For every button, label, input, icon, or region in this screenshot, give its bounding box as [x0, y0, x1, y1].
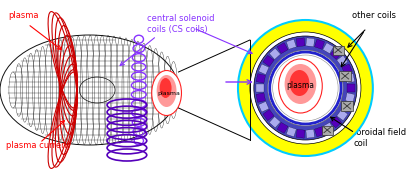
Bar [347, 84, 355, 92]
Bar [322, 125, 333, 134]
Text: toroidal field
coil: toroidal field coil [353, 128, 406, 148]
Text: plasma: plasma [286, 81, 315, 90]
Text: plasma: plasma [8, 11, 39, 20]
Circle shape [254, 36, 357, 140]
Bar [315, 39, 325, 49]
Bar [263, 55, 274, 67]
Bar [263, 110, 274, 121]
Bar [345, 93, 355, 102]
Bar [306, 38, 315, 47]
Bar [333, 45, 344, 54]
Bar [342, 64, 352, 75]
Text: plasma: plasma [157, 92, 180, 97]
Bar [341, 101, 353, 111]
Bar [258, 64, 269, 75]
Text: plasma current: plasma current [6, 141, 70, 150]
Bar [286, 39, 297, 49]
Bar [256, 93, 265, 102]
Bar [258, 101, 269, 112]
Bar [296, 129, 305, 138]
Bar [277, 122, 288, 133]
Bar [256, 84, 264, 92]
Circle shape [250, 32, 361, 144]
Ellipse shape [152, 71, 181, 116]
Bar [331, 48, 341, 60]
Bar [337, 55, 348, 67]
Circle shape [273, 55, 338, 121]
Bar [345, 74, 355, 83]
Bar [269, 48, 281, 60]
Bar [269, 117, 281, 128]
Bar [331, 117, 341, 128]
Bar [306, 129, 315, 138]
Circle shape [268, 50, 343, 126]
Bar [339, 71, 351, 81]
Ellipse shape [157, 75, 176, 107]
Bar [323, 43, 333, 54]
Bar [256, 74, 265, 83]
Bar [323, 122, 333, 133]
Bar [315, 127, 325, 137]
Bar [286, 127, 297, 137]
Ellipse shape [160, 78, 171, 98]
Bar [342, 101, 352, 112]
Circle shape [238, 20, 373, 156]
Text: other coils: other coils [352, 11, 396, 20]
Ellipse shape [278, 59, 322, 113]
Bar [337, 110, 348, 121]
Text: central solenoid
coils (CS coils): central solenoid coils (CS coils) [147, 14, 214, 34]
Bar [277, 43, 288, 54]
Bar [296, 38, 305, 47]
Ellipse shape [289, 70, 310, 96]
Ellipse shape [285, 64, 316, 104]
